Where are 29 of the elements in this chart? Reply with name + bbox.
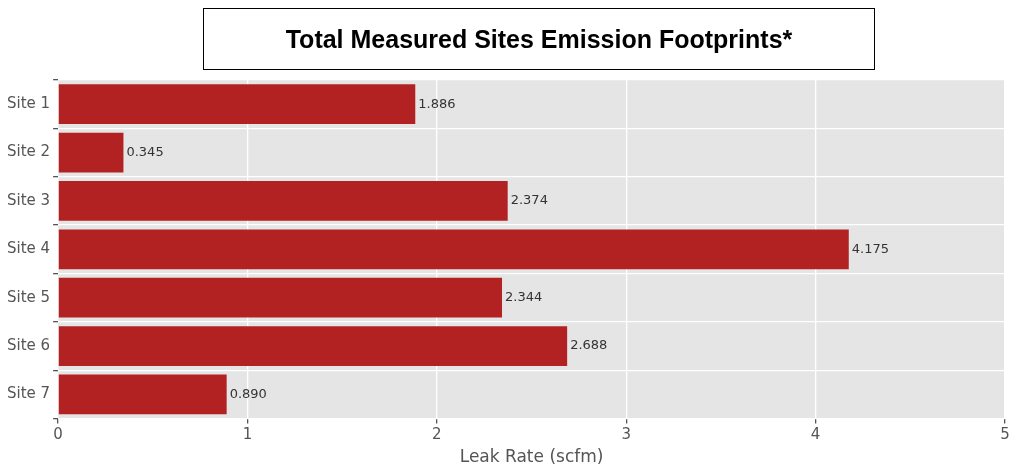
data-label: 2.344 xyxy=(505,289,543,305)
y-tick-label: Site 7 xyxy=(6,384,51,403)
y-tick-label: Site 2 xyxy=(6,142,51,161)
data-label: 2.688 xyxy=(570,337,608,353)
data-label: 0.345 xyxy=(126,143,164,159)
x-tick-label: 5 xyxy=(1000,425,1010,444)
bar xyxy=(58,229,849,270)
y-tick-label: Site 3 xyxy=(6,190,51,209)
bar xyxy=(58,374,227,415)
data-label: 1.886 xyxy=(418,95,456,111)
y-tick-label: Site 4 xyxy=(6,239,51,258)
x-axis-title: Leak Rate (scfm) xyxy=(459,446,604,467)
y-tick-label: Site 5 xyxy=(6,287,51,306)
data-label: 2.374 xyxy=(510,192,548,208)
chart-title: Total Measured Sites Emission Footprints* xyxy=(203,8,875,70)
bar xyxy=(58,84,416,125)
bar xyxy=(58,132,124,173)
data-label: 0.890 xyxy=(229,385,267,401)
x-tick-label: 4 xyxy=(810,425,821,444)
data-label: 4.175 xyxy=(851,240,889,256)
y-tick-label: Site 1 xyxy=(6,94,51,113)
x-tick-label: 1 xyxy=(242,425,253,444)
x-tick-label: 0 xyxy=(53,425,63,444)
bar xyxy=(58,326,568,366)
bar xyxy=(58,181,508,221)
x-tick-label: 3 xyxy=(621,425,632,444)
bar xyxy=(58,277,503,318)
y-tick-label: Site 6 xyxy=(6,335,51,354)
x-tick-label: 2 xyxy=(432,425,442,444)
